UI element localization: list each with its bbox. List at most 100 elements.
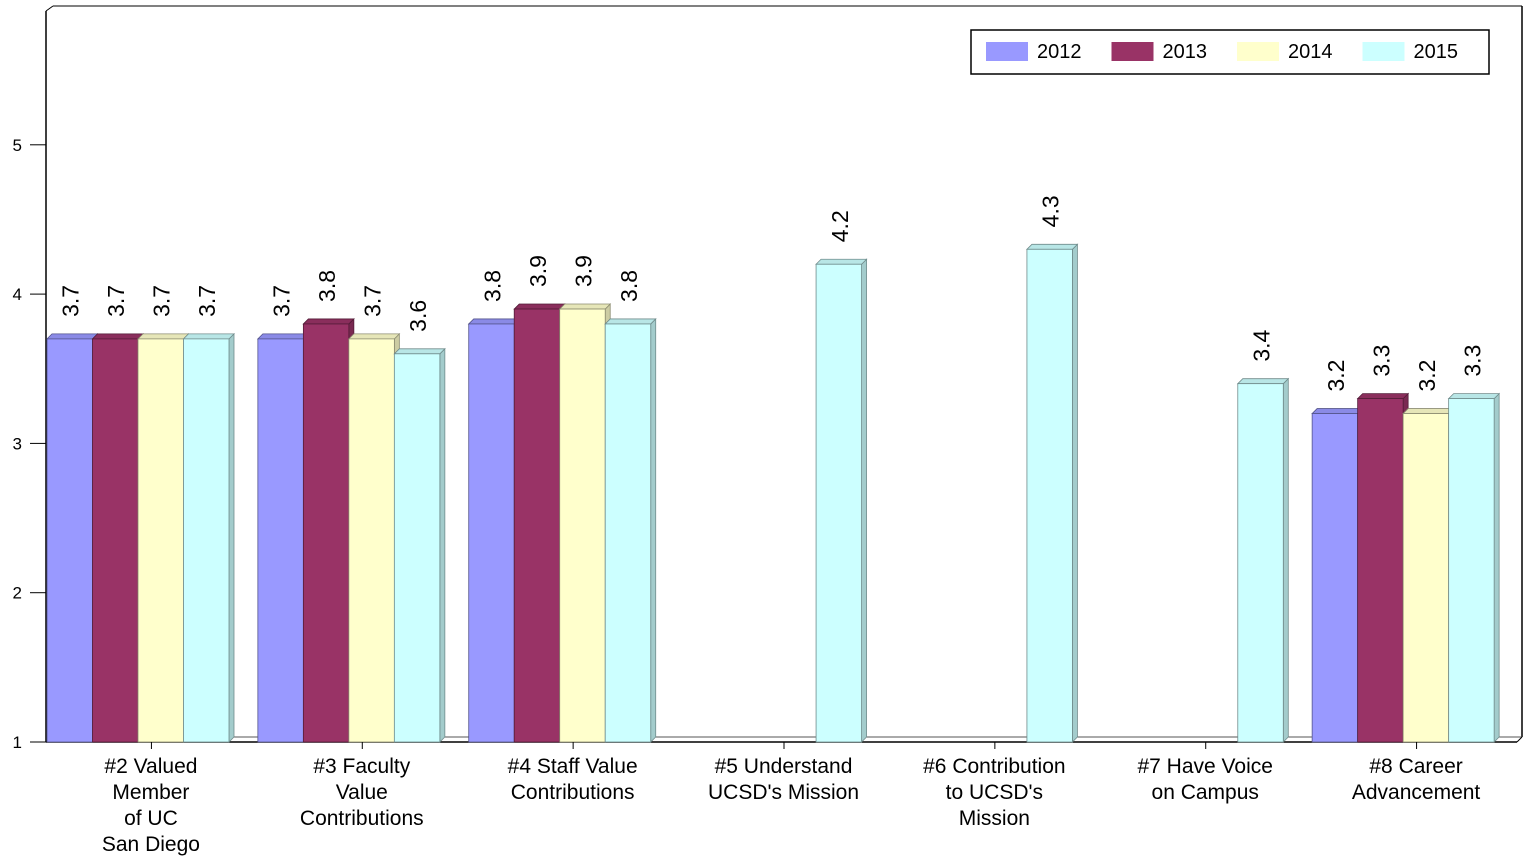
bar-side xyxy=(861,258,867,743)
bar-front xyxy=(559,308,606,743)
x-tick-label-line: Value xyxy=(336,781,388,804)
bar-top xyxy=(91,333,144,340)
bar: 3.2 xyxy=(1311,360,1364,743)
value-label: 3.7 xyxy=(58,285,84,317)
bar-top xyxy=(393,348,446,355)
value-label: 3.6 xyxy=(405,300,431,332)
value-label: 4.3 xyxy=(1038,195,1064,227)
value-label: 3.9 xyxy=(570,255,596,287)
bar: 3.7 xyxy=(256,285,310,743)
bar: 3.8 xyxy=(467,270,521,743)
x-tick-label: #3 Faculty Value Contributions xyxy=(300,755,424,830)
value-label: 3.2 xyxy=(1323,360,1349,392)
bar-side xyxy=(650,317,657,743)
value-label: 3.8 xyxy=(616,270,642,302)
legend-label: 2012 xyxy=(1037,41,1082,63)
bar-front xyxy=(393,353,441,743)
legend-swatch xyxy=(1237,42,1279,61)
bar-front xyxy=(1448,398,1495,743)
y-tick-label: 1 xyxy=(13,733,22,752)
bar-front xyxy=(1311,413,1359,743)
x-tick-label-line: Contributions xyxy=(511,781,635,804)
y-tick-label: 2 xyxy=(13,584,22,603)
floor-corner-right xyxy=(1516,736,1523,743)
y-axis: 1 2 3 4 5 xyxy=(13,136,46,752)
x-tick-label-line: UCSD's Mission xyxy=(708,781,859,804)
bar-top xyxy=(1311,408,1364,414)
bar-top xyxy=(604,318,657,325)
bar-top xyxy=(1402,408,1455,414)
bar-front xyxy=(468,323,515,743)
bar-top xyxy=(137,333,190,340)
bar-front xyxy=(183,338,230,743)
bar-top xyxy=(302,318,355,325)
bar-front xyxy=(46,338,93,743)
x-tick-label: #6 Contribution to UCSD's Mission xyxy=(923,755,1065,830)
x-tick-label-line: #7 Have Voice xyxy=(1137,755,1272,778)
value-label: 3.3 xyxy=(1459,345,1485,377)
bar: 4.2 xyxy=(815,210,868,743)
bars: 3.7 3.7 3.7 3.7 3.7 3.8 3.7 3.6 3.8 3.9 3.9 3.8 4.2 4… xyxy=(46,195,1501,743)
x-tick-label-line: #2 Valued xyxy=(104,755,197,778)
bar-top xyxy=(1447,393,1501,400)
bar: 3.7 xyxy=(137,285,190,743)
bar: 3.7 xyxy=(46,285,99,743)
x-tick-label-line: to UCSD's xyxy=(946,781,1043,804)
x-tick-label-line: #3 Faculty xyxy=(313,755,410,778)
x-tick-label: #2 Valued Member of UC San Diego xyxy=(102,755,200,856)
x-tick-label-line: San Diego xyxy=(102,833,200,856)
legend-swatch xyxy=(1111,42,1154,61)
x-tick-label-line: of UC xyxy=(124,807,178,830)
legend: 2012 2013 2014 2015 xyxy=(970,29,1490,75)
x-tick-label-line: #6 Contribution xyxy=(923,755,1065,778)
value-label: 3.8 xyxy=(314,270,340,302)
bar: 3.4 xyxy=(1236,329,1290,743)
x-axis: #2 Valued Member of UC San Diego #3 Faculty V… xyxy=(102,742,1481,856)
x-tick-label-line: Advancement xyxy=(1352,781,1481,804)
legend-label: 2013 xyxy=(1163,41,1208,63)
bar: 3.7 xyxy=(347,285,401,743)
bar-side xyxy=(439,347,446,743)
bar-front xyxy=(513,308,561,743)
value-label: 3.7 xyxy=(149,285,175,317)
bar: 4.3 xyxy=(1025,195,1079,743)
y-tick-label: 3 xyxy=(13,434,22,453)
y-tick-label: 5 xyxy=(13,136,22,155)
bar-front xyxy=(257,338,304,743)
legend-label: 2014 xyxy=(1288,41,1333,63)
bar-top xyxy=(467,318,521,325)
bar: 3.7 xyxy=(91,285,144,743)
x-tick-label-line: Mission xyxy=(959,807,1030,830)
bar-top xyxy=(513,303,566,310)
bar-top xyxy=(558,303,612,310)
x-tick-label: #8 Career Advancement xyxy=(1352,755,1481,804)
x-tick-label-line: #4 Staff Value xyxy=(508,755,638,778)
bar: 3.3 xyxy=(1356,345,1410,743)
bar-front xyxy=(92,338,139,743)
x-tick-label-line: #8 Career xyxy=(1369,755,1462,778)
value-label: 3.3 xyxy=(1368,345,1394,377)
legend-item: 2013 xyxy=(1111,41,1208,63)
x-tick-label-line: on Campus xyxy=(1152,781,1259,804)
bar-front xyxy=(1402,413,1450,743)
bar-front xyxy=(815,263,862,743)
bar-front xyxy=(604,323,652,743)
bar: 3.9 xyxy=(513,255,566,743)
value-label: 3.7 xyxy=(194,285,220,317)
value-label: 3.8 xyxy=(479,270,505,302)
x-tick-label: #4 Staff Value Contributions xyxy=(508,755,638,804)
bar-top xyxy=(256,333,310,340)
bar-top xyxy=(1356,393,1410,400)
x-tick-label-line: Member xyxy=(112,781,189,804)
bar-top xyxy=(1236,378,1290,385)
bar-front xyxy=(1237,383,1284,743)
value-label: 3.7 xyxy=(360,285,386,317)
x-tick-label: #7 Have Voice on Campus xyxy=(1137,755,1272,804)
legend-swatch xyxy=(986,42,1028,61)
bar-side xyxy=(228,332,235,743)
bar-front xyxy=(348,338,395,743)
bar-side xyxy=(1493,392,1500,743)
bar-top xyxy=(46,333,99,340)
bar-top xyxy=(182,333,235,340)
bar: 3.9 xyxy=(558,255,612,743)
